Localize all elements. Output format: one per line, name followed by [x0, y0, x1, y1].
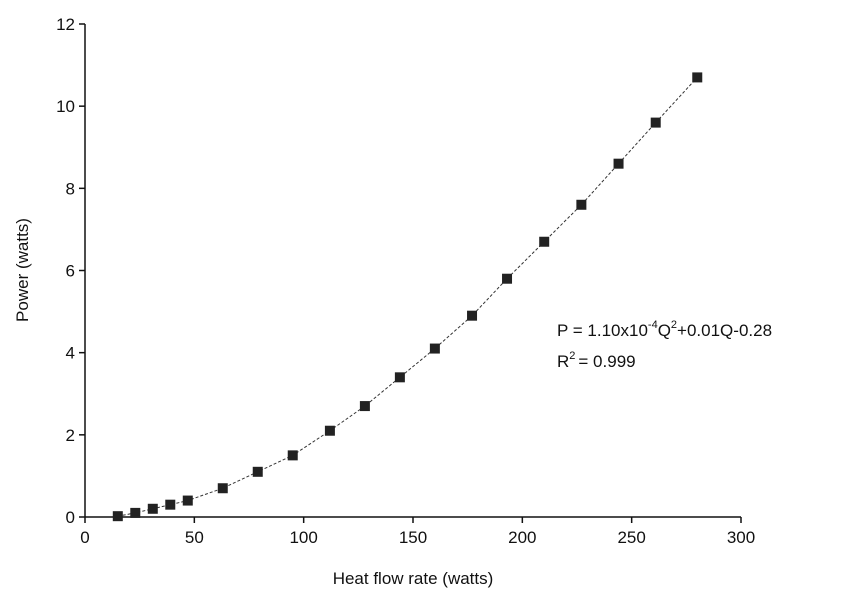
point — [130, 507, 141, 518]
point — [359, 401, 370, 412]
x-tick-label: 100 — [289, 528, 317, 547]
point — [576, 199, 587, 210]
point — [429, 343, 440, 354]
x-axis-title: Heat flow rate (watts) — [333, 569, 494, 588]
point — [217, 483, 228, 494]
x-tick-label: 50 — [185, 528, 204, 547]
point — [112, 511, 123, 522]
point — [394, 372, 405, 383]
point — [650, 117, 661, 128]
r-squared: R2 = 0.999 — [557, 350, 636, 371]
point — [252, 466, 263, 477]
point — [182, 495, 193, 506]
point — [539, 236, 550, 247]
x-tick-label: 200 — [508, 528, 536, 547]
y-tick-label: 10 — [56, 97, 75, 116]
point — [287, 450, 298, 461]
fit-curve — [117, 77, 698, 517]
x-tick-label: 250 — [617, 528, 645, 547]
x-tick-label: 0 — [80, 528, 89, 547]
x-tick-label: 150 — [399, 528, 427, 547]
y-axis-title: Power (watts) — [13, 218, 32, 322]
point — [147, 503, 158, 514]
y-tick-label: 0 — [66, 508, 75, 527]
y-tick-label: 4 — [66, 344, 75, 363]
y-tick-label: 12 — [56, 15, 75, 34]
point — [324, 425, 335, 436]
point — [467, 310, 478, 321]
y-tick-label: 8 — [66, 179, 75, 198]
point — [502, 273, 513, 284]
x-tick-label: 300 — [727, 528, 755, 547]
y-tick-label: 2 — [66, 426, 75, 445]
equation: P = 1.10x10-4Q2+0.01Q-0.28 — [557, 319, 772, 340]
point — [613, 158, 624, 169]
point — [692, 72, 703, 83]
point — [165, 499, 176, 510]
y-tick-label: 6 — [66, 262, 75, 281]
